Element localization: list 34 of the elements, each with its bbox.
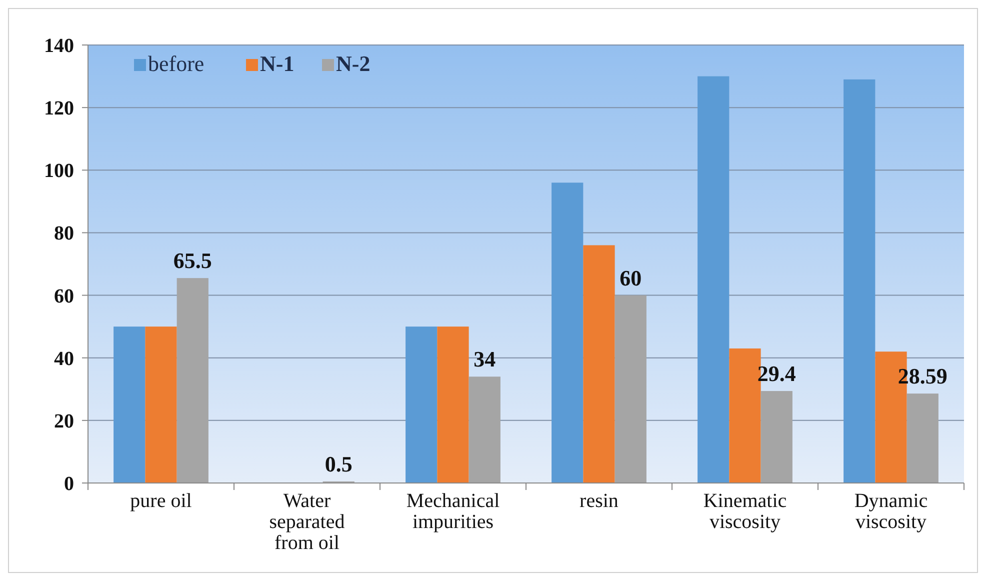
legend-label: before: [148, 51, 204, 76]
bar: [760, 391, 792, 483]
y-tick-label: 140: [44, 35, 74, 57]
legend-label: N-2: [336, 51, 370, 76]
bar: [583, 245, 615, 483]
x-tick-label: Kinematic viscosity: [703, 490, 787, 533]
x-tick-label: Mechanical impurities: [406, 490, 500, 533]
y-tick-label: 60: [54, 285, 74, 308]
y-tick-label: 80: [54, 222, 74, 245]
bar: [906, 394, 938, 483]
bar: [437, 326, 469, 483]
y-tick-label: 40: [54, 348, 74, 370]
y-tick-label: 100: [44, 160, 74, 182]
bar: [145, 326, 177, 483]
bar: [468, 376, 500, 483]
y-tick-label: 20: [54, 410, 74, 432]
x-tick-label: Water separated from oil: [269, 490, 345, 554]
data-label: 65.5: [173, 248, 212, 274]
bar: [114, 326, 146, 483]
data-label: 60: [620, 265, 642, 290]
legend-label: N-1: [260, 51, 294, 76]
bar: [406, 326, 438, 483]
y-tick-label: 0: [64, 473, 74, 495]
x-tick-label: Dynamic viscosity: [854, 490, 928, 533]
y-tick-label: 120: [44, 98, 74, 120]
bar: [552, 182, 584, 483]
bar: [176, 278, 208, 483]
bar: [844, 79, 876, 483]
bar: [698, 76, 730, 483]
x-tick-label: pure oil: [130, 490, 192, 512]
data-label: 34: [474, 346, 496, 372]
x-tick-label: resin: [580, 490, 618, 512]
data-label: 0.5: [324, 451, 352, 476]
bar: [614, 295, 646, 483]
